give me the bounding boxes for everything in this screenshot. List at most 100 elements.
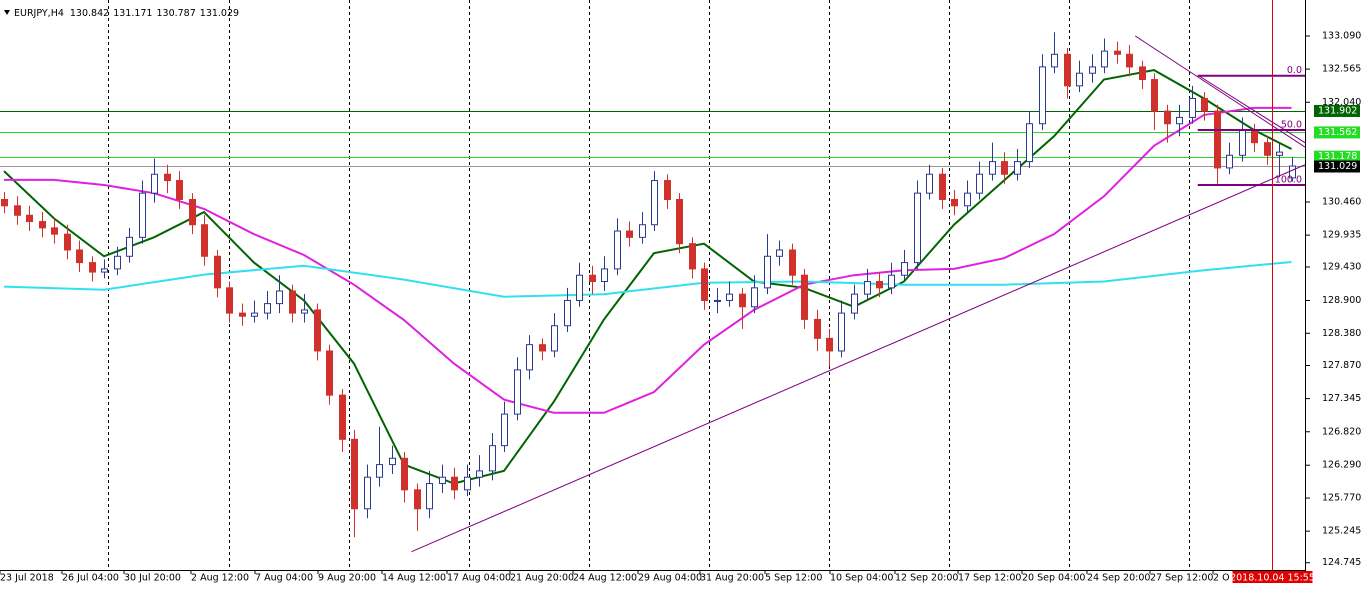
level-box (1314, 104, 1360, 117)
fibo-label: 0.0 (1287, 65, 1302, 76)
cursor-label: 2018.10.04 15:55 (1230, 573, 1315, 584)
candle-body (89, 262, 96, 273)
trend-line (1134, 35, 1306, 148)
candle-body (339, 394, 346, 440)
candle-body (989, 161, 996, 175)
trend-line (411, 164, 1306, 553)
candle-body (1001, 161, 1008, 175)
candle-body (426, 483, 433, 510)
candle-body (489, 445, 496, 472)
candle-body (26, 214, 33, 223)
x-tick-label: 29 Aug 04:00 (638, 573, 702, 584)
candle-body (526, 344, 533, 371)
current-price-label: 131.029 (1318, 161, 1357, 172)
y-tick-label: 132.565 (1322, 64, 1361, 75)
candle-body (789, 249, 796, 276)
fibo-label: 50.0 (1281, 120, 1302, 131)
x-tick-label: 27 Sep 12:00 (1150, 573, 1213, 584)
candle-body (664, 180, 671, 200)
low: 130.787 (156, 8, 195, 19)
candle-body (176, 180, 183, 200)
candle-body (1089, 66, 1096, 74)
open: 130.842 (70, 8, 109, 19)
candle-body (289, 290, 296, 314)
candle-body (214, 255, 221, 289)
trend-line (1197, 74, 1306, 144)
candle-body (476, 470, 483, 478)
candle-body (951, 198, 958, 207)
close: 131.029 (200, 8, 239, 19)
candle-body (964, 192, 971, 207)
y-tick-label: 127.345 (1322, 393, 1361, 404)
candle-body (851, 293, 858, 314)
x-tick-label: 21 Aug 20:00 (510, 573, 574, 584)
candle-body (201, 224, 208, 257)
y-tick-label: 129.935 (1322, 230, 1361, 241)
candle-body (764, 255, 771, 289)
x-tick-label: 31 Aug 20:00 (700, 573, 764, 584)
candle-body (1114, 50, 1121, 55)
x-tick-label: 17 Aug 04:00 (447, 573, 511, 584)
y-tick-label: 125.245 (1322, 526, 1361, 537)
candle-body (1239, 129, 1246, 156)
x-tick-label: 14 Aug 12:00 (382, 573, 446, 584)
y-tick-label: 130.460 (1322, 196, 1361, 207)
candle-body (876, 281, 883, 289)
candle-body (1264, 142, 1271, 156)
candle-body (264, 303, 271, 314)
candle-body (1164, 110, 1171, 125)
symbol: EURJPY,H4 (14, 8, 64, 19)
cursor-label-box (1232, 571, 1313, 583)
plot: 0.0 50.0 100.0 (0, 0, 1306, 570)
moving-average (4, 106, 1292, 414)
candle-body (651, 180, 658, 226)
level-box (1314, 150, 1360, 163)
y-tick-label: 129.430 (1322, 262, 1361, 273)
candle-body (189, 198, 196, 226)
level-box (1314, 126, 1360, 139)
candle-body (1126, 53, 1133, 68)
x-tick-label: 17 Sep 12:00 (958, 573, 1021, 584)
candle-body (801, 274, 808, 320)
candle-body (251, 312, 258, 317)
candle-body (464, 476, 471, 491)
y-tick-label: 124.745 (1322, 557, 1361, 568)
candle-body (626, 230, 633, 238)
y-tick-label: 126.820 (1322, 426, 1361, 437)
candle-body (814, 318, 821, 339)
candle-body (64, 233, 71, 251)
current-price-box (1314, 160, 1360, 173)
moving-average (3, 69, 1292, 485)
candle-body (1139, 66, 1146, 81)
x-tick-label: 10 Sep 04:00 (830, 573, 893, 584)
candle-body (501, 413, 508, 447)
x-tick-label: 7 Aug 04:00 (255, 573, 313, 584)
candle-body (1151, 79, 1158, 112)
candle-body (364, 476, 371, 510)
candle-body (314, 309, 321, 352)
candle-body (126, 236, 133, 257)
candle-body (1176, 116, 1183, 125)
header: EURJPY,H4 130.842 131.171 130.787 131.029 (14, 8, 239, 19)
candle-body (939, 173, 946, 200)
candle-body (826, 337, 833, 352)
level-label: 131.902 (1318, 105, 1357, 116)
candle-body (1026, 123, 1033, 163)
candle-body (539, 344, 546, 352)
candle-body (114, 255, 121, 270)
x-tick-label: 12 Sep 20:00 (895, 573, 958, 584)
candle-body (701, 268, 708, 301)
candle-body (751, 287, 758, 308)
y-tick-label: 126.290 (1322, 460, 1361, 471)
candle-body (726, 293, 733, 301)
candle-body (301, 309, 308, 314)
candle-body (1276, 151, 1283, 156)
y-tick-label: 133.090 (1322, 30, 1361, 41)
candle-body (451, 476, 458, 491)
candle-body (164, 173, 171, 182)
level-label: 131.562 (1318, 127, 1357, 138)
candle-body (601, 268, 608, 283)
x-tick-label: 9 Aug 20:00 (318, 573, 376, 584)
y-tick-label: 128.380 (1322, 328, 1361, 339)
